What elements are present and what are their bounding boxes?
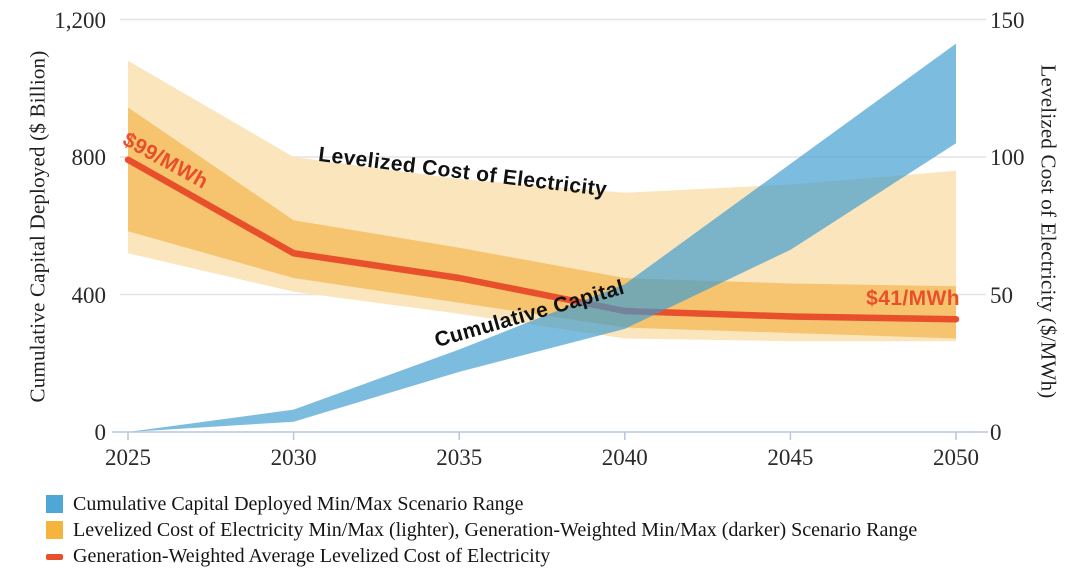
x-tick-label: 2030 xyxy=(270,445,317,470)
red-line-swatch-icon xyxy=(46,553,63,560)
end-value-annotation: $41/MWh xyxy=(866,287,960,310)
left-y-tick-label: 400 xyxy=(71,282,107,308)
orange-band-swatch-icon xyxy=(46,521,63,539)
left-y-tick-label: 1,200 xyxy=(54,7,106,33)
band-cumulative-capital-deployed-min-max-scen xyxy=(128,43,956,432)
band-generation-weighted-min-max-scenario-ran xyxy=(128,107,956,339)
right-y-tick-label: 0 xyxy=(990,420,1002,445)
legend-label: Generation-Weighted Average Levelized Co… xyxy=(73,544,551,567)
legend-label: Levelized Cost of Electricity Min/Max (l… xyxy=(73,518,918,541)
left-y-tick-label: 800 xyxy=(71,145,107,170)
x-tick-label: 2025 xyxy=(105,445,151,470)
left-y-axis-title: Cumulative Capital Deployed ($ Billion) xyxy=(25,50,50,403)
x-tick-label: 2050 xyxy=(933,445,979,470)
line-generation-weighted-average xyxy=(124,156,960,323)
right-y-tick-label: 100 xyxy=(990,145,1025,170)
x-tick-label: 2035 xyxy=(436,445,483,470)
legend-label: Cumulative Capital Deployed Min/Max Scen… xyxy=(73,492,524,515)
legend-item-genweighted-average: Generation-Weighted Average Levelized Co… xyxy=(46,543,917,569)
left-y-tick-label: 0 xyxy=(94,420,107,445)
legend-item-cumulative-capital: Cumulative Capital Deployed Min/Max Scen… xyxy=(46,491,917,517)
legend: Cumulative Capital Deployed Min/Max Scen… xyxy=(46,491,917,569)
right-y-tick-label: 150 xyxy=(990,7,1025,33)
x-tick-label: 2045 xyxy=(767,445,814,470)
blue-band-swatch-icon xyxy=(46,495,63,513)
legend-item-lcoe-range: Levelized Cost of Electricity Min/Max (l… xyxy=(46,517,917,543)
right-y-axis-title: Levelized Cost of Electricity ($/MWh) xyxy=(1036,64,1061,399)
right-y-tick-label: 50 xyxy=(990,282,1013,308)
x-tick-label: 2040 xyxy=(601,445,648,470)
